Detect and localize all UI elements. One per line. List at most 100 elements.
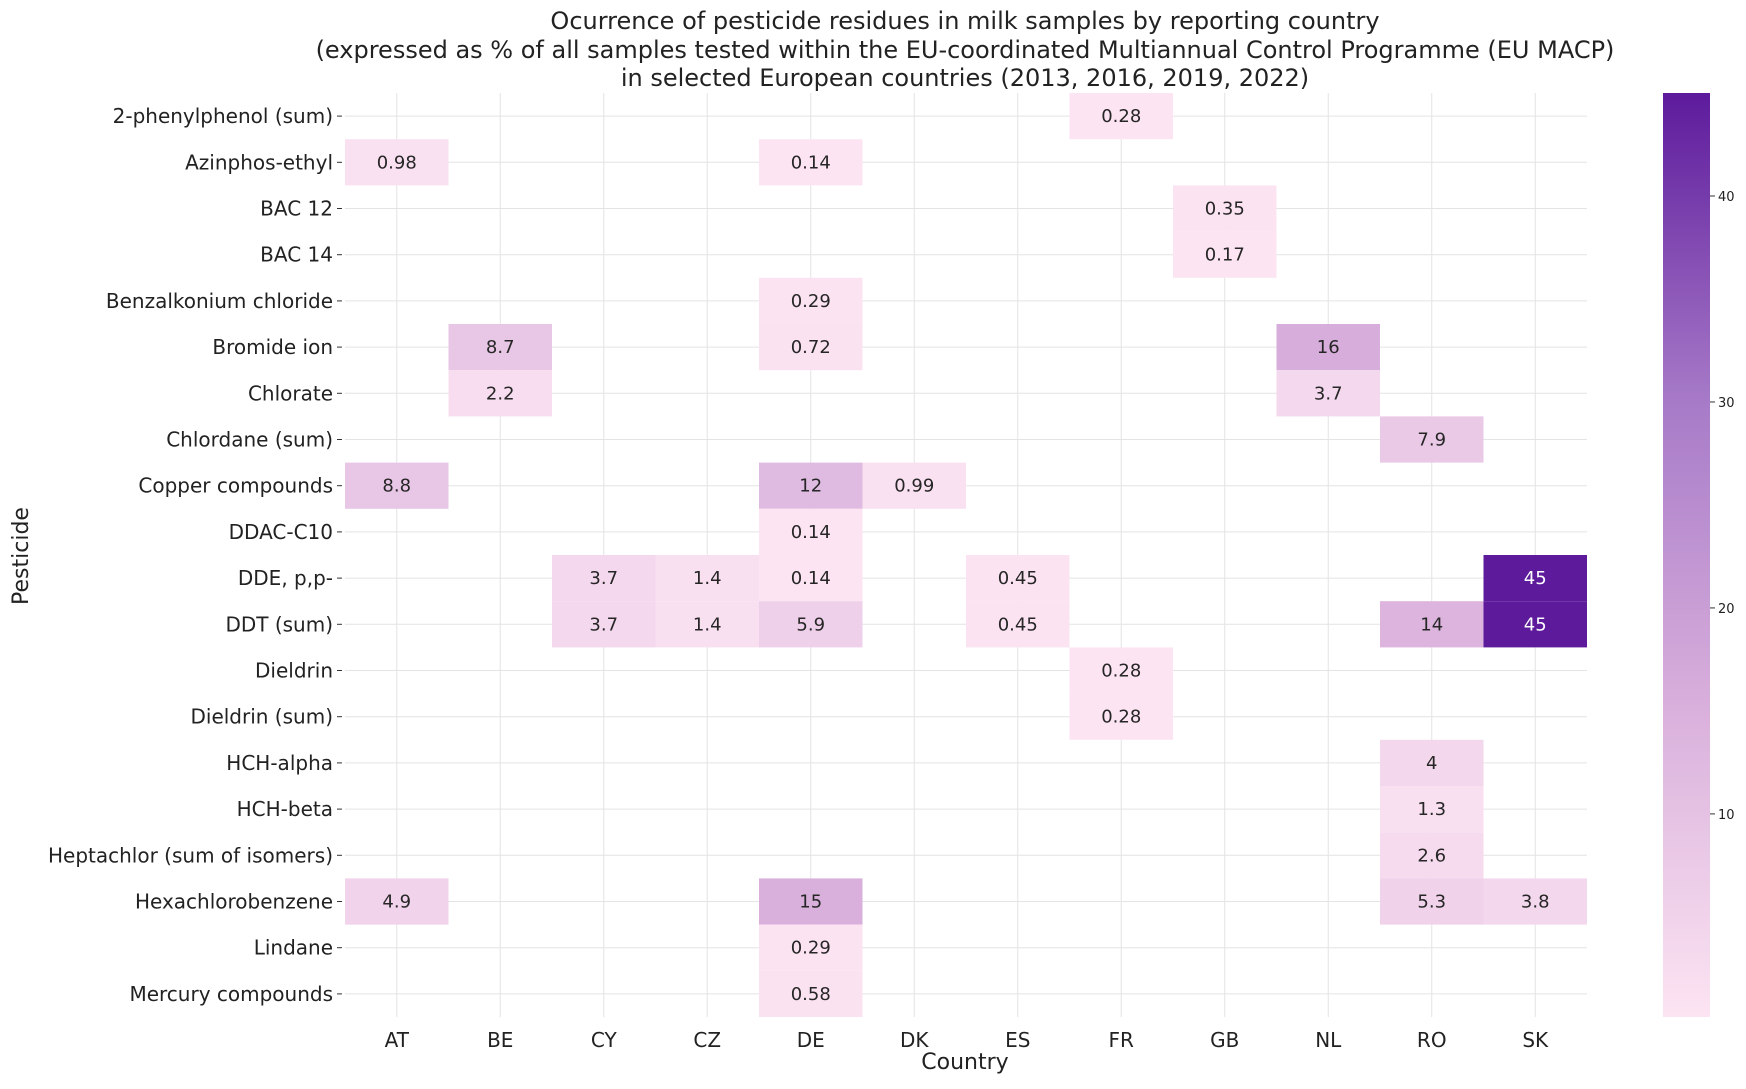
- heatmap-cell-rect: [759, 970, 863, 1017]
- heatmap-cell-rect: [448, 370, 552, 417]
- heatmap-cell-label: 0.72: [791, 337, 831, 358]
- heatmap-cell-label: 45: [1524, 568, 1547, 589]
- y-tick-label: Azinphos-ethyl: [185, 150, 333, 174]
- y-tick-label: DDAC-C10: [229, 520, 333, 544]
- heatmap-cell-rect: [1173, 231, 1277, 278]
- heatmap-cell-rect: [1380, 878, 1484, 925]
- heatmap-cell-rect: [1276, 370, 1380, 417]
- heatmap-cell: 0.28: [1069, 93, 1173, 140]
- heatmap-cell-rect: [552, 555, 656, 602]
- heatmap-cell-rect: [345, 462, 449, 509]
- heatmap-cell-rect: [1483, 601, 1587, 648]
- heatmap-cell-rect: [655, 555, 759, 602]
- y-tick-label: 2-phenylphenol (sum): [113, 104, 333, 128]
- heatmap-cell-label: 0.29: [791, 938, 831, 959]
- y-tick-label: DDE, p,p-: [238, 566, 333, 590]
- x-tick-label: FR: [1109, 1028, 1135, 1052]
- heatmap-cell-label: 2.2: [486, 383, 515, 404]
- heatmap-cell-rect: [1483, 555, 1587, 602]
- heatmap-cell-label: 4.9: [382, 892, 411, 913]
- heatmap-cell-label: 8.7: [486, 337, 515, 358]
- heatmap-cell: 3.7: [552, 555, 656, 602]
- heatmap-cell-label: 0.28: [1101, 661, 1141, 682]
- heatmap-cell: 1.3: [1380, 786, 1484, 833]
- heatmap-cell: 0.29: [759, 277, 863, 324]
- heatmap-cell: 0.17: [1173, 231, 1277, 278]
- y-tick-label: HCH-beta: [237, 797, 333, 821]
- y-tick-label: BAC 12: [260, 197, 333, 221]
- heatmap-cell-rect: [759, 924, 863, 971]
- heatmap-cell-label: 8.8: [382, 476, 411, 497]
- heatmap-cell-label: 3.7: [589, 568, 618, 589]
- heatmap-cell-rect: [759, 277, 863, 324]
- heatmap-cell: 2.6: [1380, 832, 1484, 879]
- heatmap-cell: 4: [1380, 739, 1484, 786]
- x-tick-label: DE: [797, 1028, 825, 1052]
- x-tick-label: RO: [1417, 1028, 1447, 1052]
- heatmap-cell-label: 0.35: [1205, 199, 1245, 220]
- heatmap-cell-rect: [1380, 786, 1484, 833]
- heatmap-cell: 16: [1276, 324, 1380, 371]
- heatmap-cell: 5.9: [759, 601, 863, 648]
- x-tick-label: DK: [900, 1028, 929, 1052]
- heatmap-cell-rect: [966, 601, 1070, 648]
- x-tick-label: ES: [1005, 1028, 1030, 1052]
- heatmap-cell-rect: [966, 555, 1070, 602]
- heatmap-cell-rect: [759, 878, 863, 925]
- heatmap-cell-rect: [862, 462, 966, 509]
- y-tick-label: Benzalkonium chloride: [106, 289, 333, 313]
- heatmap-cell-rect: [1483, 878, 1587, 925]
- heatmap-cell-rect: [552, 601, 656, 648]
- heatmap-cell-label: 0.14: [791, 522, 831, 543]
- heatmap-cell-label: 2.6: [1417, 845, 1446, 866]
- y-tick-label: HCH-alpha: [226, 751, 333, 775]
- heatmap-cell-label: 1.4: [693, 568, 722, 589]
- y-tick-label: Chlorate: [248, 381, 333, 405]
- heatmap-cell: 0.14: [759, 139, 863, 186]
- x-tick-label: BE: [487, 1028, 513, 1052]
- chart-title: Ocurrence of pesticide residues in milk …: [316, 7, 1615, 92]
- heatmap-cell-label: 14: [1420, 614, 1443, 635]
- heatmap-cell-label: 1.3: [1417, 799, 1446, 820]
- chart-title-line-1: Ocurrence of pesticide residues in milk …: [550, 7, 1379, 35]
- heatmap-cell-label: 0.45: [998, 568, 1038, 589]
- heatmap-cell-rect: [1276, 324, 1380, 371]
- heatmap-cell: 5.3: [1380, 878, 1484, 925]
- heatmap-cell: 0.14: [759, 508, 863, 555]
- heatmap-cell: 7.9: [1380, 416, 1484, 463]
- heatmap-cell-rect: [759, 324, 863, 371]
- heatmap-cell: 8.7: [448, 324, 552, 371]
- heatmap-cell: 3.7: [552, 601, 656, 648]
- x-axis-label: Country: [921, 1050, 1008, 1075]
- heatmap-cell: 4.9: [345, 878, 449, 925]
- x-tick-label: AT: [385, 1028, 410, 1052]
- heatmap-cell: 0.29: [759, 924, 863, 971]
- heatmap-cell-label: 0.28: [1101, 106, 1141, 127]
- y-tick-labels: 2-phenylphenol (sum) Azinphos-ethyl BAC 12…: [48, 104, 342, 1006]
- heatmap-cell: 0.72: [759, 324, 863, 371]
- colorbar: [1663, 93, 1710, 1017]
- heatmap-cell: 12: [759, 462, 863, 509]
- heatmap-cell-label: 0.98: [377, 152, 417, 173]
- x-tick-label: CY: [591, 1028, 618, 1052]
- heatmap-cell-label: 3.7: [589, 614, 618, 635]
- chart-title-line-3: in selected European countries (2013, 20…: [621, 64, 1309, 92]
- heatmap-cell-label: 5.3: [1417, 892, 1446, 913]
- heatmap-cell-label: 16: [1317, 337, 1340, 358]
- heatmap-cell-label: 0.45: [998, 614, 1038, 635]
- heatmap-cell-rect: [345, 878, 449, 925]
- heatmap-cell-label: 15: [799, 892, 822, 913]
- heatmap-cell-label: 0.28: [1101, 707, 1141, 728]
- y-tick-label: Heptachlor (sum of isomers): [48, 843, 333, 867]
- heatmap-cell-label: 45: [1524, 614, 1547, 635]
- heatmap-cell-rect: [759, 139, 863, 186]
- heatmap-cell-rect: [655, 601, 759, 648]
- heatmap-cell: 45: [1483, 601, 1587, 648]
- heatmap-cell-label: 12: [799, 476, 822, 497]
- heatmap-cell-rect: [759, 601, 863, 648]
- x-tick-label: CZ: [693, 1028, 721, 1052]
- y-tick-label: Copper compounds: [138, 474, 333, 498]
- x-tick-label: SK: [1522, 1028, 1549, 1052]
- colorbar-tick-label: 40: [1718, 190, 1735, 205]
